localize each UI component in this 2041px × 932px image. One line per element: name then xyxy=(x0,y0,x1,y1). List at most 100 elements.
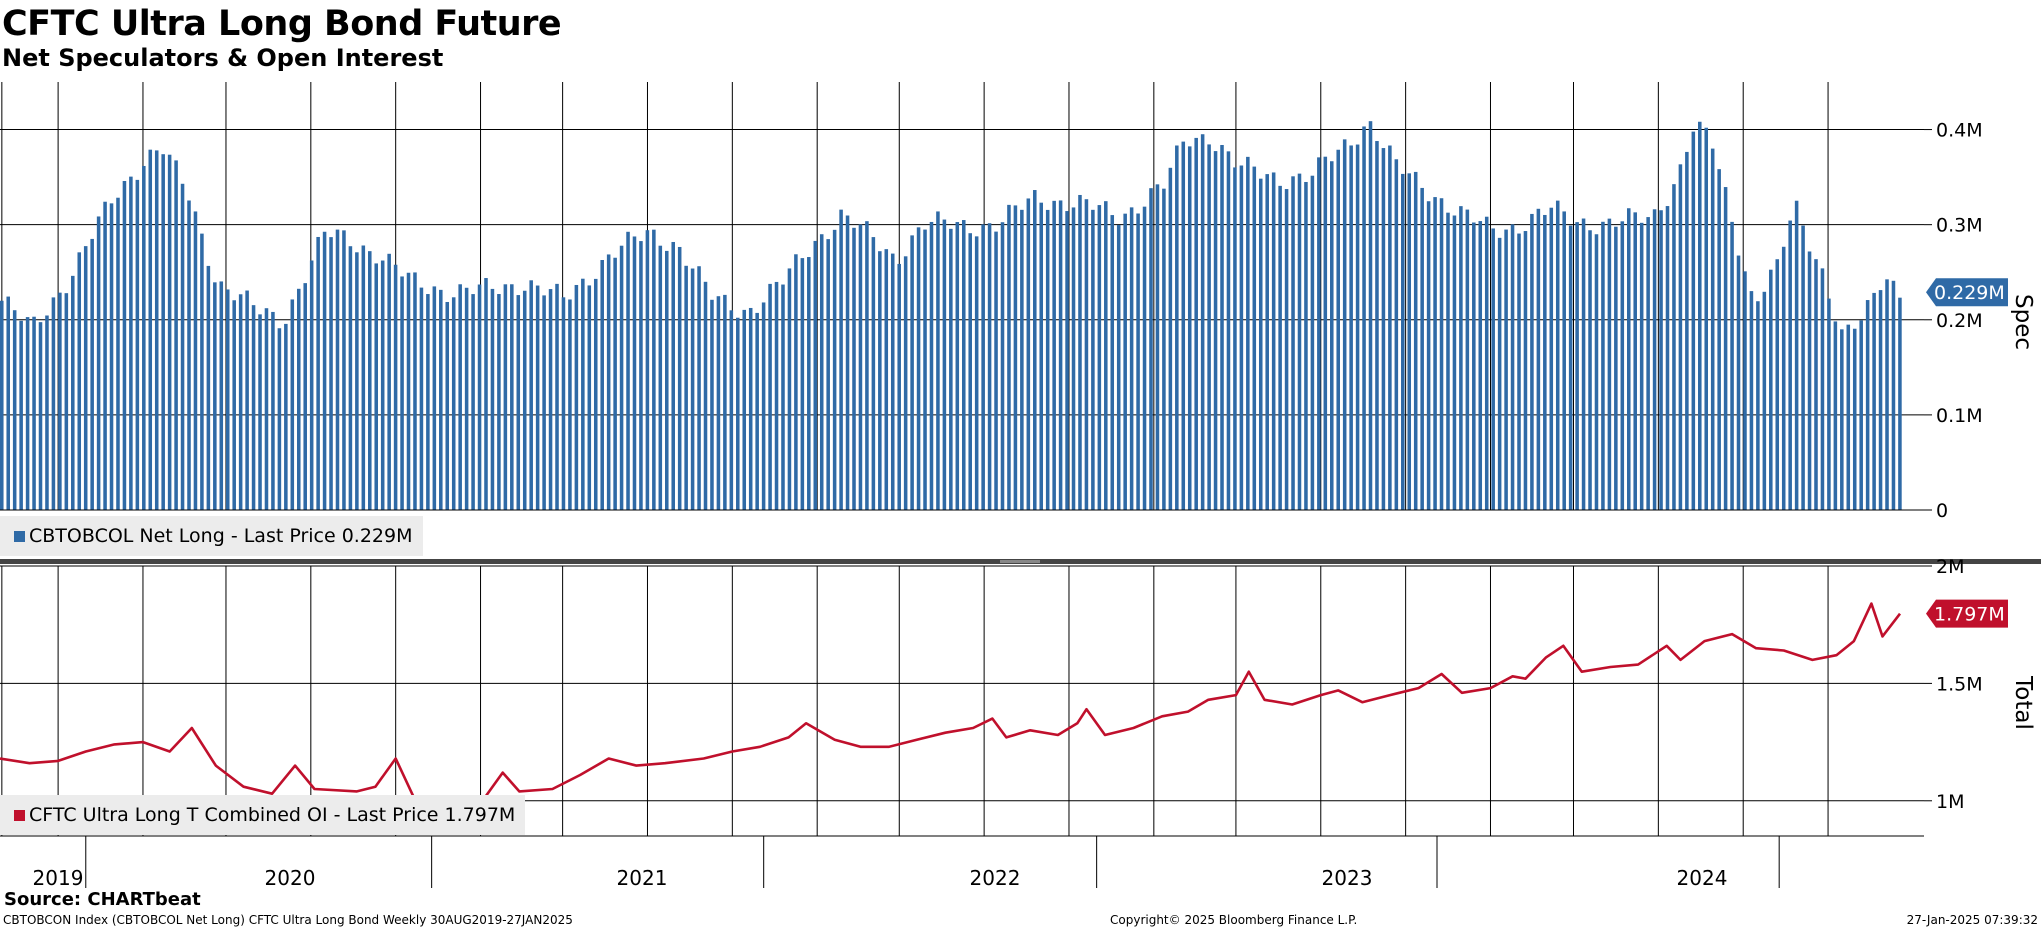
bar xyxy=(1581,218,1586,510)
bar xyxy=(264,308,269,510)
year-label: 2020 xyxy=(265,866,316,890)
bar xyxy=(1278,185,1282,510)
bar xyxy=(826,239,830,511)
bar xyxy=(1788,220,1792,510)
bar xyxy=(542,295,546,510)
bar xyxy=(1265,174,1269,511)
bar xyxy=(1381,148,1386,511)
bar xyxy=(1517,233,1521,510)
bar xyxy=(1084,199,1089,510)
bar xyxy=(71,275,75,510)
bar xyxy=(1045,209,1050,510)
bar xyxy=(819,234,824,510)
bar xyxy=(51,297,56,510)
bar xyxy=(271,311,275,510)
legend-top-text: CBTOBCOL Net Long - Last Price 0.229M xyxy=(29,525,413,547)
bar xyxy=(1401,173,1405,511)
bar xyxy=(19,320,23,510)
bar xyxy=(593,278,598,510)
bar xyxy=(1885,279,1889,510)
bar xyxy=(677,246,682,510)
bar xyxy=(374,263,379,510)
bar xyxy=(916,227,921,510)
bar xyxy=(852,227,856,511)
bar xyxy=(871,237,876,511)
bar xyxy=(1575,222,1579,511)
bar xyxy=(103,201,107,511)
bar xyxy=(1233,167,1237,510)
bar xyxy=(1297,173,1302,510)
bar xyxy=(296,288,301,510)
bar xyxy=(200,233,204,510)
bar xyxy=(1336,149,1340,510)
bar xyxy=(587,285,592,510)
bar xyxy=(1898,297,1902,510)
bar xyxy=(1175,145,1179,511)
bar xyxy=(897,263,901,510)
bar xyxy=(1052,200,1056,510)
bar xyxy=(109,203,114,511)
footer-timestamp: 27-Jan-2025 07:39:32 xyxy=(1906,913,2038,927)
bar xyxy=(632,236,637,511)
bar xyxy=(1355,144,1360,511)
bar xyxy=(477,284,482,510)
bar xyxy=(174,160,178,511)
bar xyxy=(658,245,663,510)
bar xyxy=(1626,208,1631,510)
bar xyxy=(1820,268,1825,510)
bar xyxy=(432,286,437,510)
bar xyxy=(1646,217,1650,510)
bar xyxy=(1394,159,1399,511)
bar xyxy=(1284,189,1289,510)
bar xyxy=(1129,207,1134,511)
bar xyxy=(910,235,914,510)
bar xyxy=(245,290,249,510)
chart-title: CFTC Ultra Long Bond Future xyxy=(2,4,562,44)
bar xyxy=(878,251,882,511)
bar xyxy=(1614,226,1618,510)
bar xyxy=(1852,328,1857,510)
bar xyxy=(232,300,236,510)
bar xyxy=(1439,198,1444,510)
bar xyxy=(884,249,889,510)
bar xyxy=(652,229,656,511)
bar xyxy=(645,230,650,510)
bar xyxy=(1710,148,1715,510)
bar xyxy=(1039,202,1044,510)
bar xyxy=(464,287,469,510)
bar xyxy=(1020,209,1024,511)
bar xyxy=(290,299,295,510)
bar xyxy=(1078,194,1082,510)
bar xyxy=(1801,225,1805,510)
bar xyxy=(903,256,908,510)
bar xyxy=(690,268,695,510)
bar xyxy=(845,215,850,510)
bar xyxy=(64,293,69,510)
bar xyxy=(348,246,353,510)
bar xyxy=(6,296,10,510)
bar xyxy=(213,282,217,510)
bar xyxy=(613,257,617,510)
bar xyxy=(1271,172,1276,510)
bar xyxy=(697,266,701,510)
bar xyxy=(1891,280,1896,510)
bar xyxy=(626,231,630,511)
bar xyxy=(865,221,869,510)
bar xyxy=(1142,206,1147,510)
bar xyxy=(1749,291,1754,510)
bar xyxy=(0,300,4,510)
bar xyxy=(45,315,49,510)
bar xyxy=(1665,206,1670,510)
bar xyxy=(529,280,533,510)
bar xyxy=(929,221,934,510)
bar xyxy=(1433,197,1437,510)
bar xyxy=(1310,175,1315,510)
bar xyxy=(761,302,766,510)
bar xyxy=(606,254,611,510)
bar xyxy=(1091,209,1095,510)
bar xyxy=(1110,215,1115,510)
bar xyxy=(561,297,566,510)
bar xyxy=(1194,137,1198,510)
bar xyxy=(949,228,953,510)
